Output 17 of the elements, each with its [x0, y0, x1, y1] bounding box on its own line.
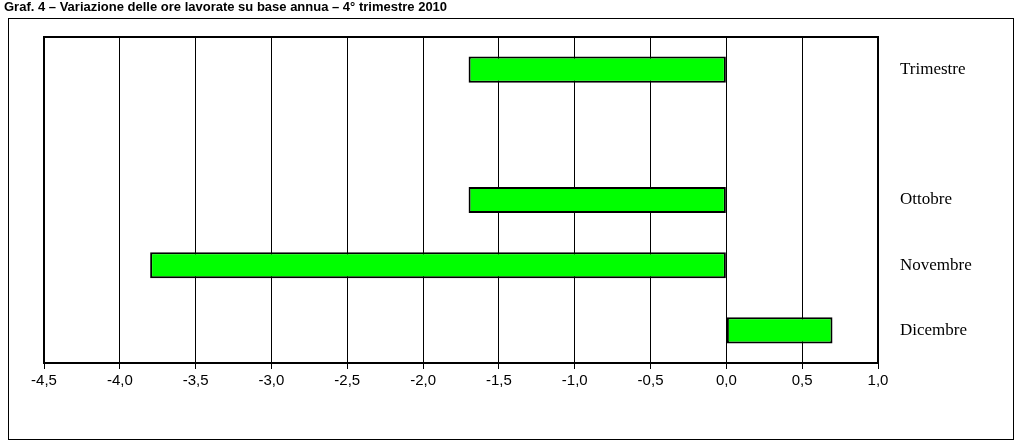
chart-title: Graf. 4 – Variazione delle ore lavorate su base annua – 4° trimestre 2010: [4, 0, 448, 14]
y-tick-label: Novembre: [900, 254, 972, 274]
x-tick-label: -1,5: [485, 371, 512, 389]
x-tick-label: 1,0: [867, 371, 889, 389]
y-tick-label: Trimestre: [900, 59, 966, 79]
x-tick-label: -0,5: [637, 371, 664, 389]
x-tick-label: -4,5: [31, 371, 57, 389]
x-tick-label: -2,0: [410, 371, 437, 389]
x-tick-label: -4,0: [106, 371, 133, 389]
x-tick-label: -3,5: [182, 371, 209, 389]
x-tick-label: -3,0: [258, 371, 285, 389]
x-tick-label: -2,5: [334, 371, 361, 389]
x-tick-label: -1,0: [561, 371, 588, 389]
x-tick-label: 0,5: [791, 371, 813, 389]
x-tick-label: 0,0: [715, 371, 737, 389]
y-tick-label: Dicembre: [900, 319, 968, 339]
y-tick-label: Ottobre: [900, 189, 952, 209]
